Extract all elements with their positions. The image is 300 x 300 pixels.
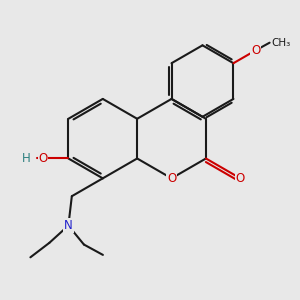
- Text: CH₃: CH₃: [271, 38, 291, 48]
- Text: O: O: [38, 152, 48, 165]
- Text: O: O: [251, 44, 260, 57]
- Text: H: H: [22, 152, 30, 165]
- Text: N: N: [64, 219, 73, 232]
- Text: O: O: [236, 172, 245, 185]
- Text: O: O: [167, 172, 176, 185]
